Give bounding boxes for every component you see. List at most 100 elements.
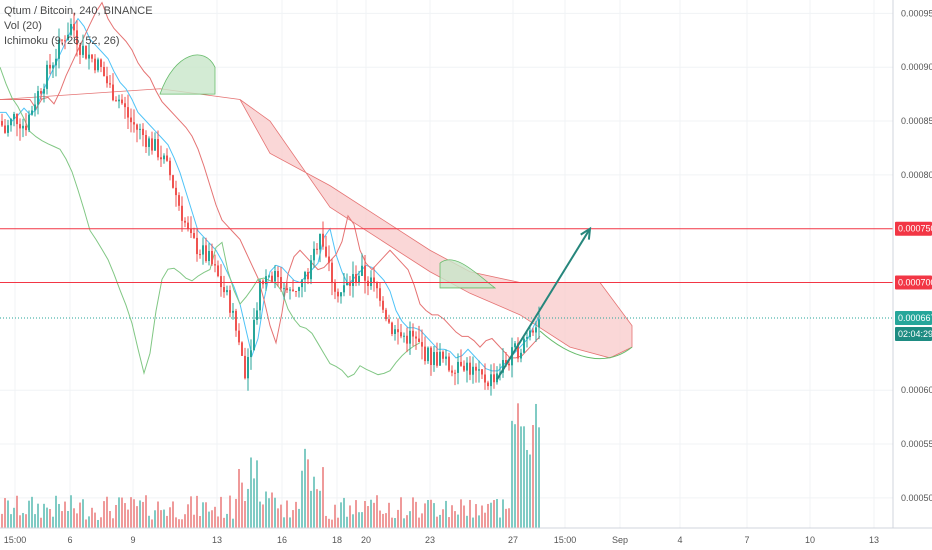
volume-bar — [361, 512, 363, 528]
candle-body — [250, 350, 252, 358]
candle-body — [220, 276, 222, 288]
volume-bar — [265, 491, 267, 528]
volume-bar — [148, 515, 150, 528]
volume-bar — [385, 513, 387, 528]
candle-body — [493, 374, 495, 383]
candle-body — [49, 64, 51, 69]
candle-body — [322, 233, 324, 247]
volume-bar — [475, 504, 477, 528]
time-tick-label: 4 — [677, 535, 682, 545]
candle-body — [16, 113, 18, 125]
volume-bar — [499, 517, 501, 528]
symbol-title[interactable]: Qtum / Bitcoin, 240, BINANCE — [4, 5, 153, 17]
volume-bar — [145, 495, 147, 528]
volume-bar — [220, 496, 222, 528]
candle-body — [103, 66, 105, 77]
volume-bar — [142, 501, 144, 528]
candle-body — [457, 361, 459, 373]
candle-body — [334, 282, 336, 292]
time-tick-label: 6 — [67, 535, 72, 545]
volume-bar — [433, 503, 435, 528]
volume-bar — [280, 504, 282, 528]
candle-body — [160, 157, 162, 160]
volume-bar — [46, 507, 48, 528]
volume-bar — [523, 426, 525, 528]
volume-bar — [271, 492, 273, 528]
horizontal-lines — [0, 228, 893, 319]
volume-bar — [226, 513, 228, 528]
candle-body — [40, 91, 42, 94]
volume-bar — [187, 504, 189, 528]
candle-body — [277, 271, 279, 278]
volume-bar — [112, 518, 114, 528]
volume-bar — [301, 470, 303, 528]
time-tick-label: 20 — [361, 535, 371, 545]
volume-bar — [457, 514, 459, 528]
candle-body — [469, 362, 471, 375]
candle-body — [283, 288, 285, 290]
candle-body — [43, 88, 45, 94]
candle-body — [52, 65, 54, 69]
volume-bar — [76, 513, 78, 528]
time-tick-label: Sep — [612, 535, 628, 545]
ichimoku-indicator-label[interactable]: Ichimoku (9, 26, 52, 26) — [4, 35, 120, 47]
candle-body — [115, 100, 117, 102]
volume-bar — [262, 504, 264, 528]
candle-body — [238, 330, 240, 343]
candle-body — [88, 54, 90, 59]
candle-body — [184, 220, 186, 223]
candle-body — [163, 155, 165, 160]
volume-bar — [412, 497, 414, 528]
candle-body — [178, 195, 180, 206]
price-tag-0750-bg — [895, 221, 932, 236]
candle-body — [421, 342, 423, 347]
volume-bar — [508, 508, 510, 528]
candle-body — [502, 360, 504, 373]
candle-body — [124, 103, 126, 108]
volume-bar — [247, 488, 249, 528]
volume-bar — [382, 513, 384, 528]
volume-bar — [403, 518, 405, 528]
candle-body — [409, 330, 411, 344]
volume-bar — [463, 505, 465, 528]
price-tag-current: 0.000667 — [898, 313, 932, 323]
volume-bar — [196, 495, 198, 528]
candle-body — [259, 280, 261, 311]
candle-body — [109, 83, 111, 85]
volume-bar — [514, 424, 516, 528]
candle-body — [28, 114, 30, 131]
candle-body — [193, 233, 195, 238]
volume-bar — [394, 518, 396, 528]
cloud-bull-area-2 — [439, 259, 497, 289]
volume-bars — [1, 403, 540, 528]
candle-body — [7, 125, 9, 133]
candle-body — [121, 99, 123, 104]
candle-body — [247, 357, 249, 379]
candle-body — [439, 351, 441, 366]
volume-indicator-label[interactable]: Vol (20) — [4, 20, 42, 32]
candle-body — [361, 265, 363, 276]
volume-bar — [391, 517, 393, 528]
candle-body — [478, 369, 480, 371]
volume-bar — [67, 511, 69, 528]
candle-body — [274, 271, 276, 282]
volume-bar — [25, 514, 27, 528]
volume-bar — [22, 512, 24, 528]
volume-bar — [19, 515, 21, 528]
time-tick-label: 18 — [332, 535, 342, 545]
volume-bar — [217, 516, 219, 528]
candle-body — [76, 30, 78, 45]
volume-bar — [52, 516, 54, 528]
volume-bar — [406, 515, 408, 528]
volume-bar — [484, 512, 486, 528]
candle-body — [487, 382, 489, 387]
candle-body — [412, 330, 414, 337]
candle-body — [100, 59, 102, 67]
candle-body — [427, 347, 429, 362]
cloud-bull-area — [159, 54, 216, 95]
candle-body — [463, 365, 465, 371]
